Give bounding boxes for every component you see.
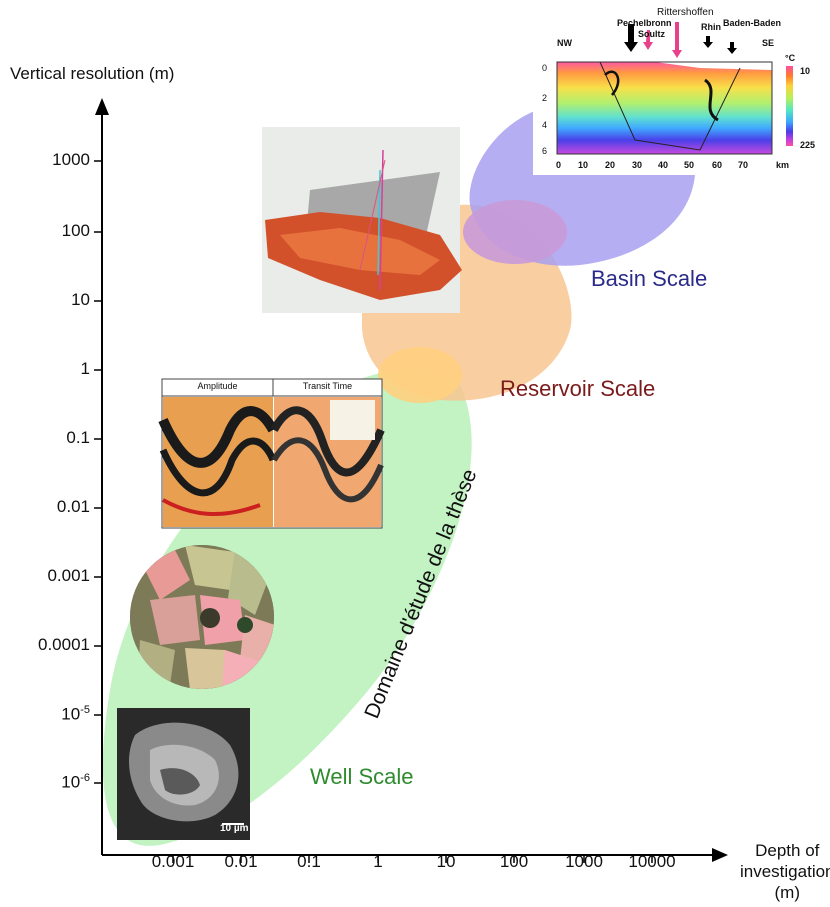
x-tick-label: 0.001 (151, 852, 195, 871)
basin-section-image (533, 5, 795, 175)
km-tick: 70 (738, 160, 749, 170)
temperature-min: 10 (800, 66, 811, 76)
y-tick-marks (94, 160, 102, 784)
y-tick-label: 1 (80, 359, 90, 378)
x-axis-title-line-1: Depth of (755, 841, 820, 860)
y-tick-label: 0.0001 (38, 635, 90, 654)
km-tick: 30 (632, 160, 643, 170)
km-tick: 40 (658, 160, 669, 170)
y-tick-label: 0.001 (47, 566, 90, 585)
site-label-soultz: Soultz (638, 29, 665, 39)
seismic-header-amplitude: Amplitude (197, 381, 238, 391)
km-tick: 10 (578, 160, 589, 170)
temperature-max: 225 (800, 140, 816, 150)
basin-scale-label: Basin Scale (591, 266, 708, 291)
depth-tick: 4 (542, 120, 548, 130)
y-axis-title: Vertical resolution (m) (10, 64, 175, 83)
y-tick-base: 10 (61, 772, 81, 792)
x-tick-label: 1 (373, 852, 383, 871)
km-tick: 50 (684, 160, 695, 170)
km-tick: 20 (605, 160, 616, 170)
site-label-rhin: Rhin (701, 22, 721, 32)
y-tick-exponent: -6 (80, 772, 90, 784)
x-axis-title-line-3: (m) (774, 883, 800, 902)
x-tick-label: 1000 (565, 852, 603, 871)
seismic-image (158, 378, 385, 529)
reservoir-model-image (262, 127, 462, 313)
temperature-unit: °C (785, 53, 796, 63)
x-tick-marks (172, 855, 653, 863)
depth-tick: 6 (542, 146, 548, 156)
sem-scale-bar-label: 10 µm (220, 823, 249, 834)
x-tick-label: 100 (499, 852, 529, 871)
basin-reservoir-overlap (463, 200, 567, 264)
km-tick: 60 (712, 160, 723, 170)
seismic-header-transit-time: Transit Time (302, 381, 353, 391)
y-axis-arrow (95, 98, 109, 115)
km-unit: km (776, 160, 790, 170)
x-tick-label: 10000 (628, 852, 676, 871)
x-tick-label: 0.01 (224, 852, 258, 871)
y-tick-label: 0.01 (56, 497, 90, 516)
reservoir-well-overlap (378, 347, 462, 403)
site-label-baden-baden: Baden-Baden (723, 18, 782, 28)
well-scale-label: Well Scale (310, 764, 414, 789)
section-left-end: NW (557, 38, 572, 48)
sem-image (117, 708, 250, 840)
y-tick-label: 100 (61, 221, 90, 240)
y-tick-label: 0.1 (66, 428, 90, 447)
y-tick-label: 10 (71, 290, 90, 309)
x-axis-title-line-2: investigation (740, 862, 830, 881)
y-tick-exponent: -5 (80, 704, 90, 716)
y-tick-base: 10 (61, 704, 81, 724)
km-tick: 0 (556, 160, 562, 170)
y-tick-label-exp: 10-5 (61, 704, 90, 725)
y-tick-label: 1000 (52, 150, 90, 169)
site-label-rittershoffen: Rittershoffen (657, 7, 714, 18)
x-tick-label: 10 (436, 852, 456, 871)
x-axis-title: Depth of investigation (m) (740, 840, 830, 903)
depth-tick: 2 (542, 93, 548, 103)
reservoir-scale-label: Reservoir Scale (500, 376, 656, 401)
depth-tick: 0 (542, 63, 548, 73)
x-tick-label: 0.1 (297, 852, 321, 871)
x-axis-arrow (712, 848, 728, 862)
y-tick-label-exp: 10-6 (61, 772, 90, 793)
section-right-end: SE (762, 38, 775, 48)
site-label-pechelbronn: Pechelbronn (617, 18, 672, 28)
